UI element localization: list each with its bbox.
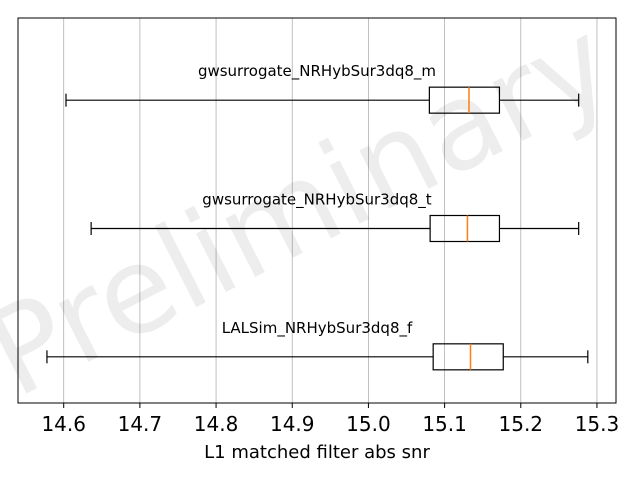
box-series: LALSim_NRHybSur3dq8_f: [46, 319, 589, 371]
box-series: gwsurrogate_NRHybSur3dq8_t: [90, 191, 580, 243]
x-tick-label: 15.3: [575, 412, 620, 436]
series-label: LALSim_NRHybSur3dq8_f: [222, 319, 413, 338]
iqr-box: [429, 214, 501, 243]
plot-frame: [17, 17, 617, 404]
x-tick-label: 14.7: [118, 412, 163, 436]
iqr-box: [428, 86, 501, 114]
boxes: gwsurrogate_NRHybSur3dq8_m gwsurrogate_NR…: [46, 62, 589, 371]
x-tick-label: 15.0: [346, 412, 391, 436]
x-tick-label: 15.2: [499, 412, 544, 436]
box-series: gwsurrogate_NRHybSur3dq8_m: [65, 62, 580, 114]
series-label: gwsurrogate_NRHybSur3dq8_m: [198, 62, 436, 81]
x-tick-label: 15.1: [422, 412, 467, 436]
x-axis-label: L1 matched filter abs snr: [204, 442, 430, 463]
x-axis-ticks: 14.6 14.7 14.8 14.9 15.0 15.1 15.2 15.3: [41, 403, 619, 436]
x-tick-label: 14.8: [194, 412, 239, 436]
x-tick-label: 14.9: [270, 412, 315, 436]
grid-lines: [63, 18, 598, 403]
x-tick-label: 14.6: [41, 412, 86, 436]
iqr-box: [432, 343, 504, 371]
series-label: gwsurrogate_NRHybSur3dq8_t: [202, 191, 431, 210]
